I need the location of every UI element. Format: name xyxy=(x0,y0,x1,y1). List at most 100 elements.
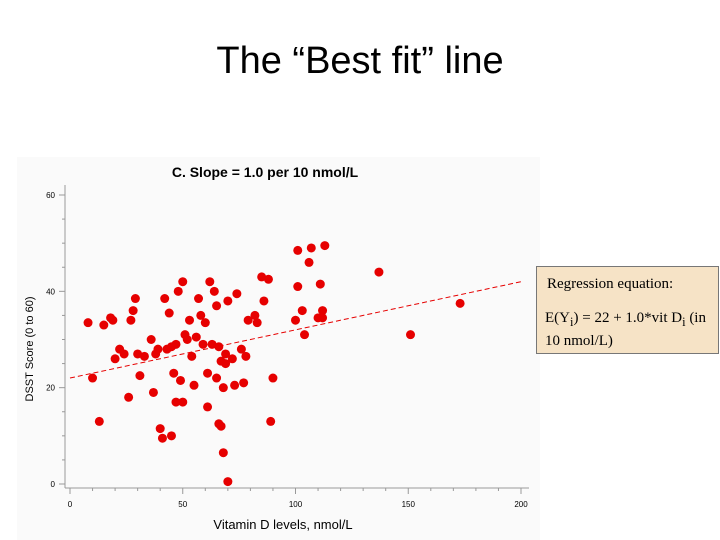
y-tick-label: 40 xyxy=(46,287,55,296)
data-point xyxy=(227,354,237,364)
data-point xyxy=(178,277,188,287)
data-point xyxy=(155,424,165,434)
data-point xyxy=(293,282,303,292)
data-point xyxy=(133,349,143,359)
data-point xyxy=(218,383,228,393)
chart-svg: C. Slope = 1.0 per 10 nmol/L 0 20 40 60 0 50 1… xyxy=(24,164,535,532)
data-point xyxy=(146,335,156,344)
data-point xyxy=(315,279,325,289)
data-point xyxy=(203,402,213,412)
data-point xyxy=(160,294,170,304)
data-point xyxy=(216,421,226,431)
data-point xyxy=(239,378,249,388)
data-point xyxy=(189,380,199,390)
scatter-chart: C. Slope = 1.0 per 10 nmol/L 0 20 40 60 0 50 1… xyxy=(17,157,540,540)
data-point xyxy=(128,306,138,316)
data-point xyxy=(88,373,98,383)
y-tick-label: 60 xyxy=(46,191,55,200)
x-tick-label: 0 xyxy=(68,500,73,509)
data-point xyxy=(221,359,231,369)
data-point xyxy=(374,267,384,277)
data-point xyxy=(99,320,109,330)
data-point xyxy=(293,245,303,255)
data-point xyxy=(191,332,201,342)
data-point xyxy=(207,339,217,349)
y-tick-label: 20 xyxy=(46,384,55,393)
data-point xyxy=(252,318,262,328)
data-point xyxy=(218,448,228,458)
regression-callout: Regression equation: E(Yi) = 22 + 1.0*vi… xyxy=(536,266,719,354)
data-point xyxy=(268,373,278,383)
data-point xyxy=(169,368,179,378)
x-tick-label: 100 xyxy=(289,500,303,509)
data-point xyxy=(153,344,163,354)
x-axis-label: Vitamin D levels, nmol/L xyxy=(213,517,352,532)
data-point xyxy=(223,296,233,306)
data-point xyxy=(243,315,253,325)
data-point xyxy=(406,330,416,340)
data-point xyxy=(304,257,314,267)
data-point xyxy=(164,308,174,318)
data-point xyxy=(175,375,185,385)
data-point xyxy=(94,416,104,426)
data-point xyxy=(223,477,233,487)
data-point xyxy=(203,368,213,378)
data-point xyxy=(139,351,149,361)
data-point xyxy=(221,349,231,359)
plot-area xyxy=(65,185,535,488)
data-point xyxy=(205,277,215,287)
data-point xyxy=(135,371,145,381)
slide-title: The “Best fit” line xyxy=(216,40,504,82)
data-point xyxy=(257,272,267,282)
data-point xyxy=(124,392,134,402)
data-point xyxy=(214,342,224,352)
data-point xyxy=(306,243,316,253)
data-point xyxy=(291,315,300,325)
data-points xyxy=(83,241,465,487)
data-point xyxy=(126,315,136,325)
data-point xyxy=(157,433,167,443)
axes: 0 20 40 60 0 50 100 150 200 xyxy=(46,185,529,509)
data-point xyxy=(212,373,222,383)
regression-line-group xyxy=(69,281,522,379)
data-point xyxy=(173,286,183,296)
data-point xyxy=(185,315,195,325)
data-point xyxy=(171,339,181,349)
data-point xyxy=(200,318,210,328)
data-point xyxy=(187,351,197,361)
data-point xyxy=(166,431,176,441)
data-point xyxy=(130,294,140,304)
data-point xyxy=(108,315,118,325)
data-point xyxy=(297,306,307,316)
data-point xyxy=(236,344,246,354)
data-point xyxy=(232,289,242,299)
data-point xyxy=(263,274,273,284)
x-tick-label: 150 xyxy=(402,500,416,509)
data-point xyxy=(241,351,251,361)
callout-equation: E(Yi) = 22 + 1.0*vit Di (in 10 nmol/L) xyxy=(545,310,706,349)
data-point xyxy=(182,335,192,344)
regression-line xyxy=(69,281,522,379)
y-tick-label: 0 xyxy=(51,480,56,489)
data-point xyxy=(148,387,158,397)
y-axis-label: DSST Score (0 to 60) xyxy=(24,297,36,402)
data-point xyxy=(196,310,206,320)
data-point xyxy=(110,354,120,364)
data-point xyxy=(119,349,129,359)
data-point xyxy=(318,313,328,323)
data-point xyxy=(266,416,276,426)
data-point xyxy=(212,301,222,311)
data-point xyxy=(178,397,188,407)
data-point xyxy=(83,318,93,328)
x-tick-label: 200 xyxy=(514,500,528,509)
data-point xyxy=(300,330,310,340)
chart-title: C. Slope = 1.0 per 10 nmol/L xyxy=(172,164,359,180)
data-point xyxy=(259,296,269,306)
data-point xyxy=(318,306,328,316)
callout-heading: Regression equation: xyxy=(547,276,674,292)
data-point xyxy=(250,310,260,320)
data-point xyxy=(171,397,181,407)
data-point xyxy=(194,294,204,304)
data-point xyxy=(209,286,219,296)
data-point xyxy=(230,380,240,390)
